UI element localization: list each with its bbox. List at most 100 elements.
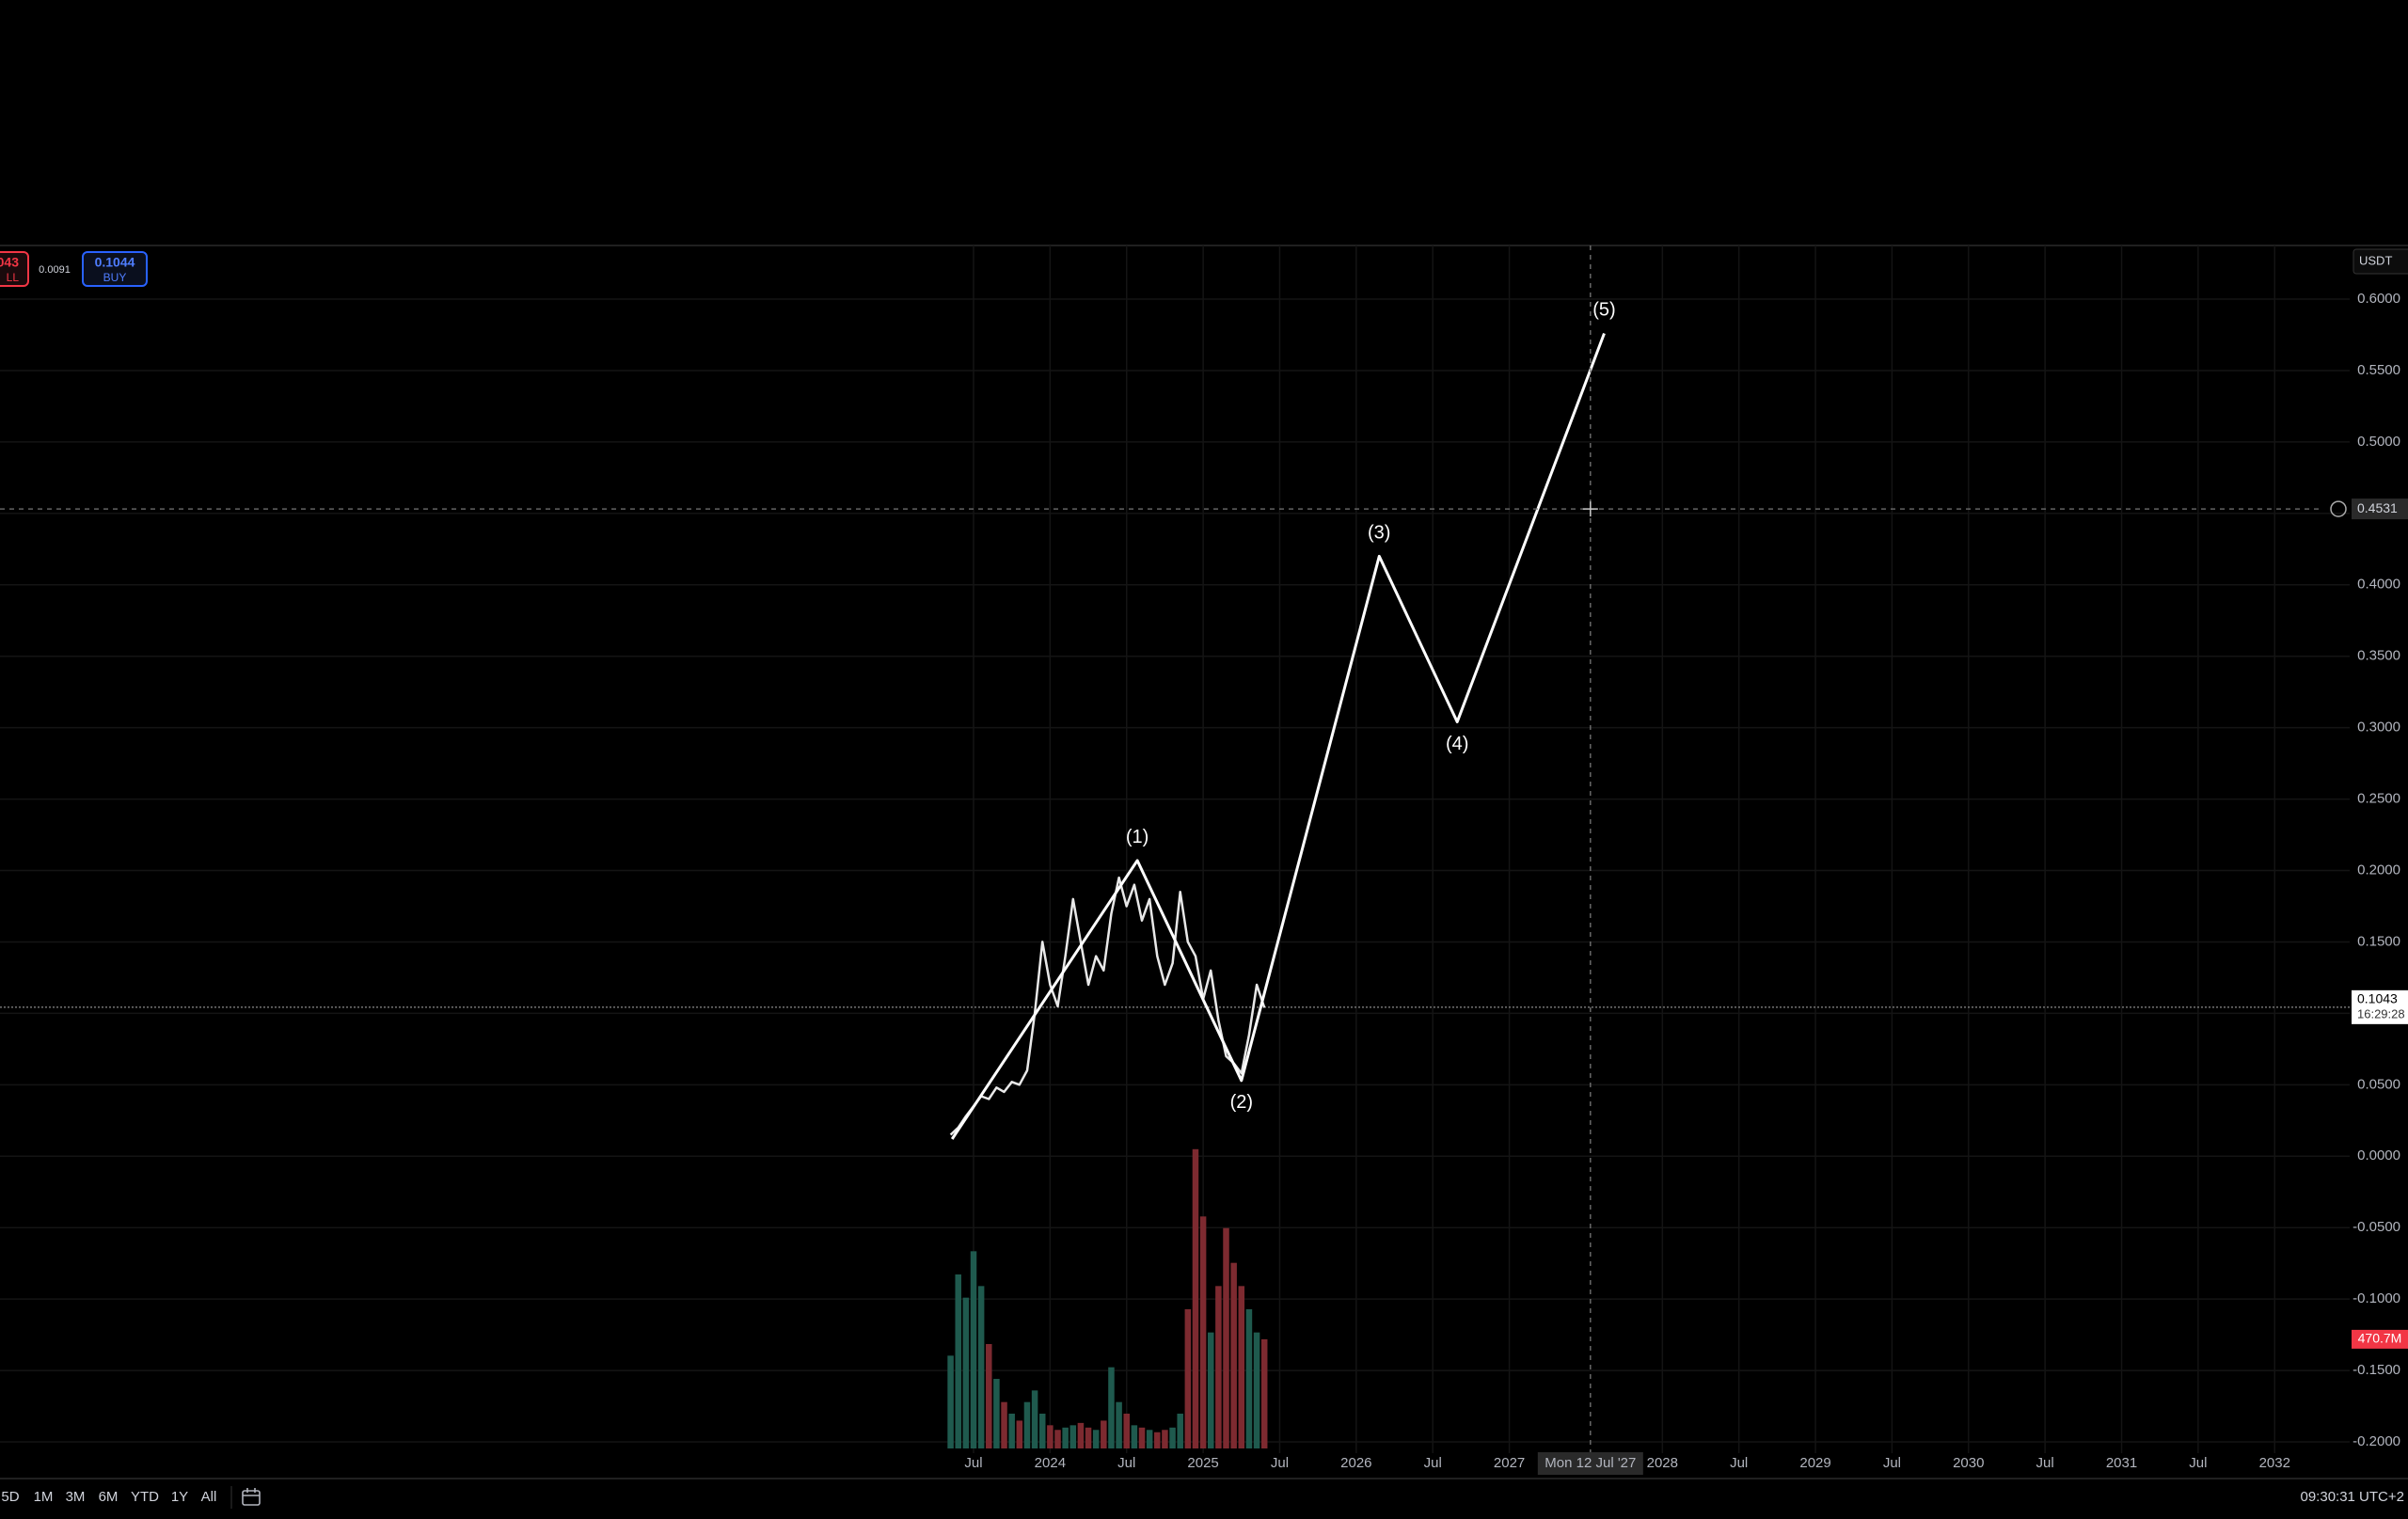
x-tick-label: 2029 [1799, 1455, 1830, 1471]
volume-bar [993, 1379, 1000, 1448]
buy-label: BUY [103, 271, 127, 284]
clock: 09:30:31 UTC+2 [2301, 1489, 2405, 1505]
volume-bar [1146, 1430, 1153, 1448]
volume-bar [1253, 1332, 1260, 1448]
currency-box[interactable] [2353, 248, 2408, 275]
volume-bar [986, 1344, 992, 1448]
add-alert-icon[interactable] [2330, 500, 2347, 517]
x-tick-label: Jul [1271, 1455, 1289, 1471]
buy-price: 0.1044 [95, 255, 135, 270]
y-tick-label: 0.5500 [2357, 362, 2400, 378]
volume-bar [1108, 1367, 1115, 1448]
buy-button[interactable] [82, 251, 148, 287]
sell-button[interactable] [0, 251, 29, 287]
x-tick-label: 2027 [1494, 1455, 1525, 1471]
volume-bar [955, 1274, 961, 1448]
volume-label: 470.7M [2358, 1331, 2402, 1346]
x-tick-label: Jul [1730, 1455, 1748, 1471]
volume-bar [1199, 1216, 1207, 1448]
x-tick-label: 2031 [2106, 1455, 2137, 1471]
volume-pane [947, 1148, 1268, 1448]
price-pane: (1) (2) (3) (4) (5) [0, 245, 2350, 1453]
bottom-bar: 09:30:31 UTC+2 5D 1M 3M 6M YTD 1Y All [0, 1478, 2408, 1509]
y-tick-label: 0.6000 [2357, 291, 2400, 307]
volume-bar [1154, 1432, 1161, 1448]
range-button[interactable]: 1Y [171, 1489, 188, 1505]
y-tick-label: 0.0500 [2357, 1076, 2400, 1092]
volume-bar [970, 1251, 977, 1448]
wave-label: (1) [1126, 827, 1149, 847]
range-button[interactable]: 6M [99, 1489, 119, 1505]
last-price-label: 0.1043 [2357, 991, 2398, 1006]
volume-bar [1016, 1420, 1023, 1448]
spread: 0.0091 [39, 264, 71, 276]
sell-price: 043 [0, 255, 19, 270]
y-tick-label: -0.0500 [2353, 1219, 2400, 1235]
volume-bar [1008, 1414, 1015, 1448]
range-button[interactable]: YTD [131, 1489, 159, 1505]
volume-bar [1092, 1430, 1100, 1448]
countdown: 16:29:28 [2357, 1006, 2405, 1021]
y-tick-label: -0.2000 [2353, 1433, 2400, 1449]
range-button[interactable]: 5D [1, 1489, 19, 1505]
volume-bar [1047, 1425, 1054, 1448]
sell-label: LL [7, 271, 20, 284]
volume-bar [1123, 1414, 1130, 1448]
volume-bar [1069, 1425, 1077, 1448]
x-tick-label: 2032 [2259, 1455, 2290, 1471]
volume-bar [1054, 1430, 1061, 1448]
x-tick-label: Jul [1883, 1455, 1901, 1471]
y-tick-label: 0.4000 [2357, 577, 2400, 593]
wave-label: (4) [1446, 734, 1468, 754]
wave-line [950, 332, 1606, 1140]
volume-bar [1245, 1309, 1253, 1448]
order-panel: 043 LL 0.0091 0.1044 BUY USDT [0, 248, 2408, 287]
volume-bar [1085, 1427, 1092, 1448]
volume-bar [1223, 1227, 1229, 1448]
crosshair-price-label: 0.4531 [2357, 500, 2398, 515]
x-tick-label: Jul [2189, 1455, 2207, 1471]
calendar-icon[interactable] [242, 1488, 261, 1506]
range-button[interactable]: 3M [66, 1489, 86, 1505]
volume-bar [1260, 1338, 1268, 1448]
y-tick-label: 0.1500 [2357, 933, 2400, 949]
volume-bar [1077, 1422, 1085, 1448]
last-price-tag [2352, 989, 2408, 1024]
x-tick-label: 2030 [1953, 1455, 1984, 1471]
x-tick-label: Jul [2036, 1455, 2054, 1471]
price-line [949, 876, 1266, 1136]
y-tick-label: 0.2500 [2357, 791, 2400, 807]
volume-bar [1230, 1262, 1237, 1448]
volume-bar [1177, 1414, 1183, 1448]
volume-bar [1062, 1427, 1069, 1448]
volume-bar [1215, 1286, 1222, 1448]
volume-bar [1238, 1286, 1245, 1448]
x-tick-label: 2028 [1647, 1455, 1678, 1471]
wave-label: (2) [1230, 1092, 1253, 1113]
volume-bar [1116, 1401, 1122, 1448]
x-tick-label: 2024 [1035, 1455, 1066, 1471]
volume-bar [1138, 1427, 1146, 1448]
y-tick-label: -0.1000 [2353, 1290, 2400, 1306]
range-button[interactable]: 1M [34, 1489, 54, 1505]
crosshair-cursor [1582, 501, 1598, 517]
volume-tag [2352, 1329, 2408, 1349]
currency: USDT [2359, 253, 2392, 267]
volume-bar [1001, 1401, 1007, 1448]
x-tick-label: Jul [1424, 1455, 1442, 1471]
volume-bar [1031, 1390, 1038, 1448]
volume-bar [1101, 1420, 1107, 1448]
y-tick-label: 0.2000 [2357, 862, 2400, 878]
x-tick-label: Jul [1117, 1455, 1135, 1471]
y-tick-label: 0.3000 [2357, 720, 2400, 736]
axes: 0.60000.55000.50000.45000.40000.35000.30… [964, 291, 2408, 1475]
range-button[interactable]: All [201, 1489, 217, 1505]
y-tick-label: 0.0000 [2357, 1147, 2400, 1163]
wave-label: (5) [1592, 300, 1615, 321]
volume-bar [1184, 1309, 1192, 1448]
volume-bar [1038, 1414, 1046, 1448]
x-tick-label: 2026 [1340, 1455, 1371, 1471]
crosshair-date-label: Mon 12 Jul '27 [1545, 1455, 1636, 1471]
y-tick-label: -0.1500 [2353, 1362, 2400, 1378]
